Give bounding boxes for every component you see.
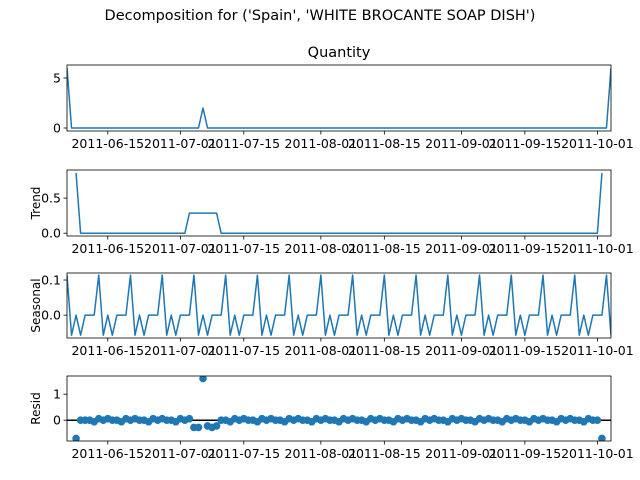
x-tick-label: 2011-09-15 [489,136,562,151]
panel-2: Trend 0.0 0.5 2011-06-15 2011-07-012011-07-1… [29,169,634,256]
x-tick-label: 2011-09-01 [425,241,498,256]
resid-point [199,376,207,383]
y-tick-label: 0.0 [41,226,61,241]
x-tick-label: 2011-09-15 [489,241,562,256]
x-tick-label: 2011-06-15 [71,343,144,358]
series-line [75,172,603,234]
y-axis-label: Trend [29,187,43,221]
y-tick-label: 0 [53,121,61,136]
x-tick-label: 2011-09-15 [489,343,562,358]
series-line [67,67,611,129]
y-tick-label: 0.0 [41,308,61,323]
x-tick-label: 2011-07-15 [207,343,280,358]
x-tick-label: 2011-10-01 [561,241,634,256]
axes-frame [66,272,612,339]
plot-area [72,376,606,441]
series-line [67,274,611,336]
x-tick-label: 2011-09-01 [425,446,498,461]
x-tick-label: 2011-08-01 [285,343,358,358]
resid-point [598,434,606,441]
y-tick-label: 0.5 [41,191,61,206]
x-tick-label: 2011-07-01 [144,241,217,256]
y-tick-label: 1 [53,387,61,402]
panel-title: Quantity [308,45,371,61]
x-tick-label: 2011-10-01 [561,446,634,461]
x-tick-label: 2011-06-15 [71,241,144,256]
x-tick-label: 2011-10-01 [561,343,634,358]
x-tick-label: 2011-08-15 [348,343,421,358]
x-tick-label: 2011-07-01 [144,136,217,151]
resid-point [212,422,221,430]
x-tick-label: 2011-09-01 [425,343,498,358]
x-tick-label: 2011-07-01 [144,343,217,358]
resid-point [72,434,80,441]
plot-area [67,67,611,129]
plot-area [67,274,611,336]
figure-title: Decomposition for ('Spain', 'WHITE BROCA… [104,8,536,24]
x-tick-label: 2011-06-15 [71,136,144,151]
y-tick-label: 0 [53,413,61,428]
axes-frame [66,375,612,442]
x-tick-label: 2011-08-15 [348,136,421,151]
x-tick-label: 2011-08-15 [348,446,421,461]
x-tick-label: 2011-09-15 [489,446,562,461]
y-tick-label: 0.1 [41,273,61,288]
x-tick-label: 2011-07-01 [144,446,217,461]
panel-1: Quantity 0 5 2011-06-15 2011-07-012011-07-15… [53,45,634,151]
x-tick-label: 2011-10-01 [561,136,634,151]
y-tick-label: 5 [53,71,61,86]
x-tick-label: 2011-07-15 [207,136,280,151]
x-tick-label: 2011-07-15 [207,241,280,256]
axes-frame [66,169,612,237]
resid-point [593,416,602,425]
x-tick-label: 2011-08-01 [285,446,358,461]
axes-frame [66,64,612,132]
x-tick-label: 2011-08-01 [285,136,358,151]
resid-point [185,414,194,423]
x-tick-label: 2011-06-15 [71,446,144,461]
y-axis-label: Resid [29,392,43,424]
plot-area [75,172,603,234]
resid-point [194,423,203,432]
x-tick-label: 2011-08-01 [285,241,358,256]
x-tick-label: 2011-09-01 [425,136,498,151]
x-tick-label: 2011-08-15 [348,241,421,256]
x-tick-label: 2011-07-15 [207,446,280,461]
y-axis-label: Seasonal [29,278,43,332]
